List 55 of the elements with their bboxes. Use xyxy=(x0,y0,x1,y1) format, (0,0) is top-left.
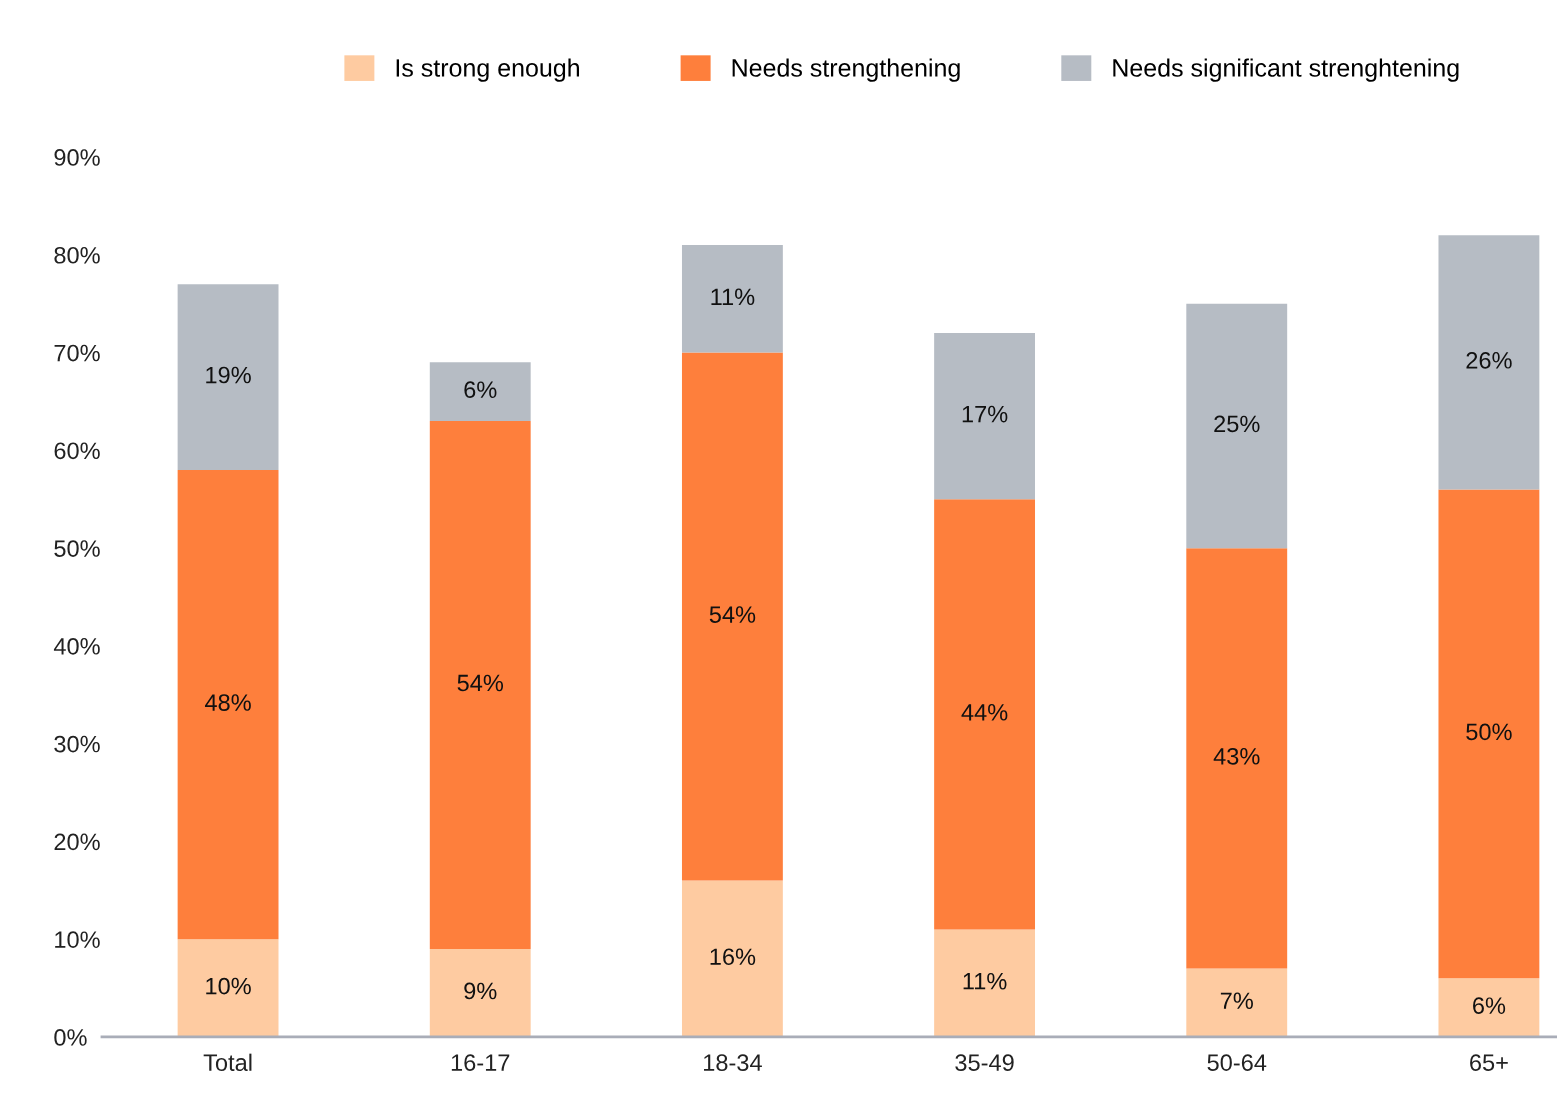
data-label: 11% xyxy=(711,288,755,306)
data-label: 43% xyxy=(1213,747,1260,765)
data-label: 6% xyxy=(1473,997,1506,1014)
x-tick-label: 35-49 xyxy=(955,1054,1014,1071)
x-tick-label: 16-17 xyxy=(451,1054,510,1071)
data-label: 10% xyxy=(206,977,251,995)
y-tick-label: 40% xyxy=(53,637,100,655)
bar xyxy=(1438,489,1540,979)
y-tick-label: 70% xyxy=(54,344,100,362)
data-label: 50% xyxy=(1466,723,1512,741)
data-label: 54% xyxy=(457,674,504,692)
bar xyxy=(1438,978,1540,1037)
bar xyxy=(681,880,783,1037)
data-label: 44% xyxy=(961,704,1008,721)
bar xyxy=(934,499,1036,930)
bar xyxy=(177,939,279,1037)
x-tick-label: 18-34 xyxy=(704,1054,762,1071)
bar xyxy=(1186,968,1288,1037)
x-tick-label: 65+ xyxy=(1470,1054,1508,1071)
bar xyxy=(1186,548,1288,969)
bar xyxy=(934,333,1036,500)
data-label: 17% xyxy=(962,405,1008,423)
data-label: 19% xyxy=(206,366,251,384)
bar xyxy=(177,469,279,940)
bar xyxy=(429,362,531,422)
y-tick-label: 0% xyxy=(54,1029,87,1046)
bar xyxy=(681,352,783,881)
data-label: 6% xyxy=(464,381,497,399)
y-tick-label: 10% xyxy=(55,931,100,948)
bar xyxy=(1186,303,1288,549)
y-tick-label: 30% xyxy=(54,735,100,753)
bar xyxy=(429,421,531,949)
data-label: 54% xyxy=(709,606,756,623)
legend-label: Needs significant strenghtening xyxy=(1113,58,1459,82)
data-label: 7% xyxy=(1220,992,1253,1010)
data-label: 25% xyxy=(1214,415,1260,433)
bar xyxy=(177,284,279,470)
bar xyxy=(934,929,1036,1037)
x-tick-label: Total xyxy=(203,1053,252,1071)
y-tick-label: 80% xyxy=(54,246,100,264)
legend-label: Needs strengthening xyxy=(732,58,960,82)
bar xyxy=(1438,235,1540,490)
data-label: 9% xyxy=(464,982,497,1000)
bar xyxy=(681,245,783,353)
x-tick-label: 50-64 xyxy=(1207,1054,1267,1071)
y-tick-label: 50% xyxy=(54,540,100,557)
data-label: 11% xyxy=(963,972,1007,990)
bar xyxy=(429,948,531,1037)
data-label: 16% xyxy=(710,948,756,966)
legend-label: Is strong enough xyxy=(396,58,579,82)
data-label: 26% xyxy=(1466,351,1512,369)
y-tick-label: 20% xyxy=(54,833,100,851)
data-label: 48% xyxy=(204,694,251,711)
y-tick-label: 60% xyxy=(54,442,100,460)
y-tick-label: 90% xyxy=(54,149,100,166)
